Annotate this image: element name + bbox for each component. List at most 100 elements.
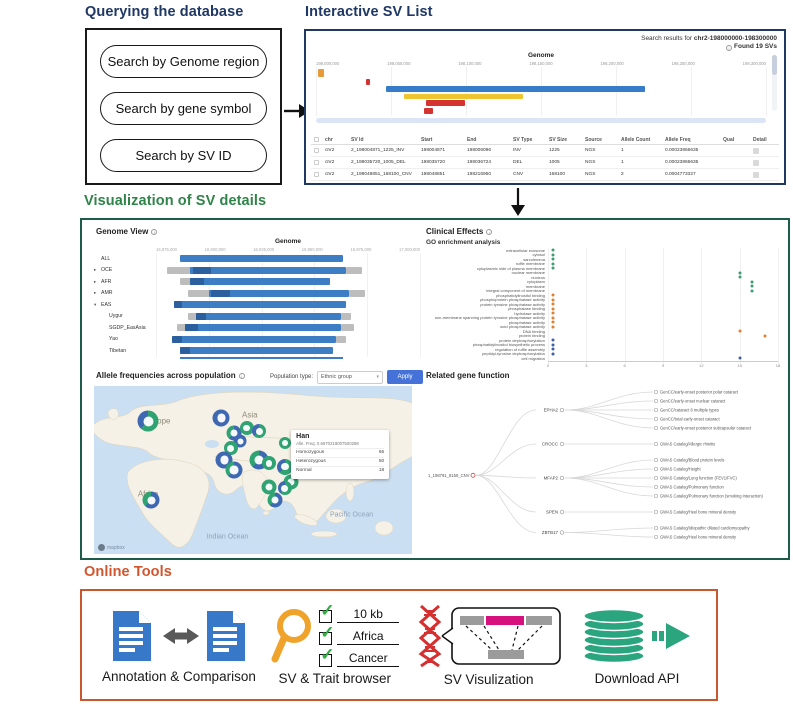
trait-node[interactable] [653,407,659,413]
select-all-checkbox[interactable] [314,137,319,142]
search-gene-symbol-button[interactable]: Search by gene symbol [100,92,267,125]
population-name: SGDP_EasAsia [109,324,146,331]
row-checkbox[interactable] [314,148,319,153]
expand-arrow-icon[interactable]: ▸ [94,267,97,273]
vertical-scrollbar[interactable] [772,55,777,111]
column-header: SV Id [351,136,364,143]
trait-node[interactable] [653,425,659,431]
flow-arrow-down-icon [511,188,525,216]
row-checkbox[interactable] [314,172,319,177]
checkbox[interactable]: ✓ [319,624,334,645]
axis-tick-label: 12 [699,362,704,368]
tooltip-row: Homozygous 65 [296,447,385,457]
trait-node[interactable] [653,493,659,499]
go-dot [551,302,555,306]
sri-lanka [262,510,270,516]
sv-genome-bar [385,86,645,92]
gene-node[interactable] [559,530,565,535]
tooltip-allele-freq: Alle. Freq: 0.6670219007500288 [296,440,359,446]
allele-controls: Population type: Ethnic group ▾ Apply [270,370,424,384]
detail-button[interactable] [753,159,759,166]
tool-label: Annotation & Comparison [102,668,256,684]
clinical-effects-label: Clinical Effects i [426,227,493,236]
population-label: Yao [94,336,156,342]
trait-node[interactable] [653,525,659,531]
allele-donut-marker[interactable] [277,481,292,496]
trait-node[interactable] [653,457,659,463]
tree-link [475,474,537,513]
genotype-label: Normal [296,468,312,474]
tree-root-node[interactable] [470,472,476,478]
search-genome-region-button[interactable]: Search by Genome region [100,45,267,78]
sv-segment [179,278,193,286]
allele-donut-marker[interactable] [142,491,160,509]
trait-node[interactable] [653,441,659,447]
allele-donut-marker[interactable] [276,458,293,475]
go-dot [750,289,754,293]
gene-node[interactable] [559,441,565,447]
trait-node[interactable] [653,475,659,481]
collapse-arrow-icon[interactable]: ▾ [94,301,97,307]
gene-node[interactable] [559,509,565,515]
checkbox[interactable]: ✓ [319,646,334,667]
allele-donut-marker[interactable] [278,437,291,450]
segment-sv [485,615,524,625]
allele-donut-marker[interactable] [261,456,276,471]
go-term-track [548,334,778,339]
search-sv-id-button[interactable]: Search by SV ID [100,139,267,172]
genotype-count: 18 [378,468,385,474]
trait-node[interactable] [653,484,659,490]
trait-node[interactable] [653,509,659,515]
go-dot [551,338,555,342]
database-icon [583,608,645,663]
go-term-track [548,320,778,325]
trait-node[interactable] [653,398,659,404]
allele-donut-marker[interactable] [212,409,230,427]
go-dot [551,311,555,315]
go-term-track [548,257,778,262]
row-checkbox[interactable] [314,160,319,165]
population-label: ▸ AMR [94,290,156,296]
trait-node[interactable] [653,534,659,540]
sv-genome-title: Genome [527,52,554,59]
detail-button[interactable] [753,171,759,178]
tool-sv-trait-browser: ✓ 10 kb ✓ Africa ✓ Cancer SV & Trait browser [270,602,400,686]
go-term-label: protein tyrosine phosphatase activity [480,301,545,307]
sv-segment [174,301,183,309]
go-term-label: protein dephosphorylation [498,337,545,343]
population-type-select[interactable]: Ethnic group ▾ [317,370,384,384]
trait-node[interactable] [653,416,659,422]
go-term-label: phosphoprotein phosphatase activity [480,297,545,303]
trait-node[interactable] [653,466,659,472]
allele-donut-marker[interactable] [239,421,254,435]
genome-view-row: ▸ AMR [94,288,420,300]
axis-tick-label: 9 [661,362,665,368]
trait-label: GWAS Catalog/Lung function (FEV1/FVC) [660,476,737,481]
go-term-row: ruffle membrane [426,261,784,266]
expand-arrow-icon[interactable]: ▸ [94,290,97,296]
tree-link [564,391,654,411]
allele-donut-marker[interactable] [225,461,243,479]
genome-view-track [156,278,420,286]
allele-donut-marker[interactable] [137,410,159,432]
expand-arrow-icon[interactable]: ▸ [94,278,97,284]
detail-button[interactable] [753,147,759,154]
sv-segment [335,335,347,343]
scrollbar-thumb[interactable] [772,55,777,75]
british-isles [107,408,119,420]
svlist-section-title: Interactive SV List [305,4,433,20]
allele-donut-marker[interactable] [267,492,283,508]
horizontal-scrollbar[interactable] [316,118,766,123]
allele-donut-marker[interactable] [252,424,267,439]
gene-node[interactable] [559,475,565,481]
checkbox[interactable]: ✓ [319,602,334,623]
go-term-label: protein binding [518,333,545,339]
allele-donut-marker[interactable] [261,479,277,495]
go-term-label: phosphatase activity [508,319,545,325]
mapping-dashes [465,625,543,650]
trait-label: GWAS Catalog/Allergic rhinitis [660,442,715,447]
genome-view-chart-title: Genome [274,238,301,245]
trait-node[interactable] [653,389,659,395]
apply-button[interactable]: Apply [387,370,424,384]
gene-node[interactable] [559,407,565,413]
